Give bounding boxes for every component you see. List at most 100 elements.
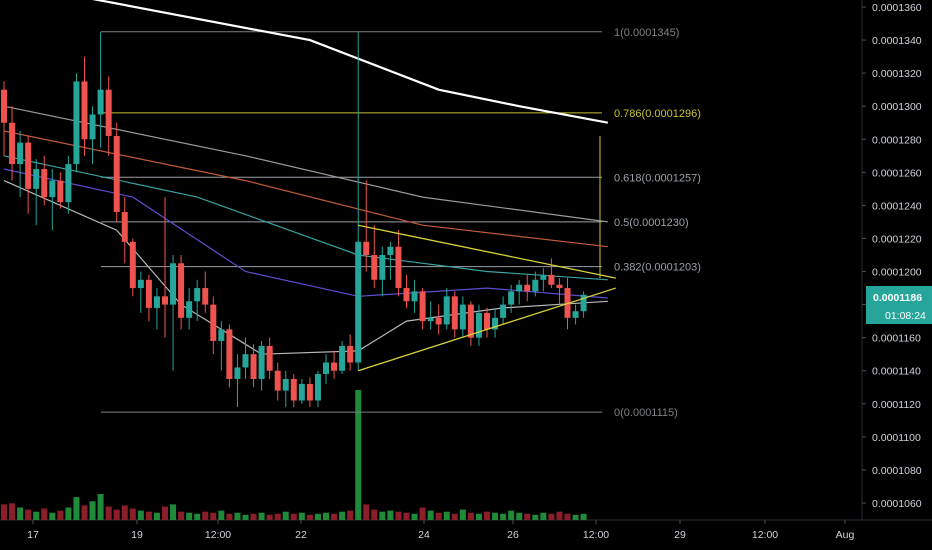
volume-bar: [548, 513, 555, 520]
volume-bar: [403, 512, 410, 520]
moving-average-line: [92, 0, 609, 124]
candle-body: [33, 169, 40, 189]
candle-body: [170, 263, 177, 305]
candle-body: [524, 284, 531, 292]
volume-bar: [427, 510, 434, 520]
volume-bar: [572, 514, 579, 520]
moving-average-line: [3, 168, 608, 299]
volume-bar: [81, 505, 88, 520]
volume-bar: [459, 509, 466, 520]
candle-body: [443, 296, 450, 325]
candle-body: [202, 288, 209, 305]
candle-body: [226, 329, 233, 379]
candle-body: [9, 122, 16, 165]
volume-bar: [274, 513, 281, 520]
time-axis[interactable]: 17 19 12:00 22 24 26 12:00 29 12:00 Aug: [27, 520, 854, 541]
candle-body: [298, 383, 305, 401]
volume-bar: [202, 511, 209, 520]
countdown-box: [866, 305, 932, 324]
price-tick-label: 0.0001280: [872, 134, 922, 146]
price-tick-label: 0.0001160: [872, 333, 921, 345]
time-tick-label: Aug: [836, 529, 855, 541]
moving-average-line: [3, 105, 608, 223]
current-price-label: 0.0001186 01:08:24: [866, 286, 932, 324]
volume-bar: [97, 494, 104, 520]
candle-body: [387, 246, 394, 255]
candle-body: [379, 255, 386, 280]
time-tick-label: 12:00: [583, 529, 609, 541]
time-tick-label: 12:00: [205, 529, 231, 541]
price-tick-label: 0.0001260: [872, 167, 922, 179]
candle-body: [290, 379, 297, 401]
candle-body: [210, 304, 217, 341]
volume-bar: [556, 511, 563, 520]
volume-bar: [162, 506, 168, 520]
volume-bar: [371, 509, 378, 520]
volume-bar: [41, 508, 48, 520]
candle-body: [1, 89, 7, 123]
current-price-box: [866, 286, 932, 307]
volume-bar: [73, 497, 80, 520]
volume-bar: [355, 390, 362, 520]
triangle-pattern[interactable]: [358, 224, 616, 372]
volume-bar: [395, 511, 402, 520]
candle-body: [218, 329, 225, 341]
trendline[interactable]: [358, 224, 616, 279]
price-tick-label: 0.0001200: [872, 267, 922, 279]
candle-body: [371, 255, 378, 280]
candle-body: [580, 294, 587, 312]
candle-body: [137, 279, 144, 289]
volume-bar: [17, 507, 24, 520]
candle-body: [419, 291, 426, 322]
volume-bar: [242, 514, 249, 520]
volume-bar: [516, 512, 523, 520]
trendline[interactable]: [358, 287, 616, 372]
candle-body: [339, 345, 346, 371]
volume-bar: [484, 511, 490, 520]
candle-body: [105, 89, 112, 136]
volume-bar: [419, 507, 426, 520]
volume-bar: [290, 513, 297, 520]
candle-body: [403, 288, 410, 302]
candle-body: [250, 354, 257, 379]
candle-body: [540, 274, 547, 280]
candle-body: [57, 180, 64, 203]
candle-body: [186, 301, 193, 318]
volume-bar: [266, 514, 273, 520]
price-tick-label: 0.0001100: [872, 432, 921, 444]
volume-bar: [33, 511, 40, 520]
volume-bar: [153, 512, 160, 520]
volume-bar: [306, 514, 313, 520]
candle-body: [282, 379, 289, 391]
volume-bar: [178, 511, 185, 520]
candle-body: [258, 345, 265, 379]
candle-body: [508, 291, 515, 305]
volume-bar: [508, 510, 515, 520]
fibonacci-retracement[interactable]: 1(0.0001345) 0.786(0.0001296) 0.618(0.0001…: [101, 27, 701, 419]
price-tick-label: 0.0001240: [872, 200, 922, 212]
price-tick-label: 0.0001220: [872, 233, 922, 245]
volume-bar: [524, 513, 531, 520]
volume-bar: [331, 513, 338, 520]
candle-body: [411, 291, 418, 302]
volume-bar: [89, 501, 96, 520]
price-tick-label: 0.0001320: [872, 68, 922, 80]
candle-body: [516, 284, 523, 292]
candle-body: [435, 317, 442, 325]
candle-body: [145, 279, 152, 308]
volume-bar: [379, 511, 386, 520]
candle-body: [306, 383, 313, 401]
candle-body: [484, 312, 490, 330]
volume-bar: [475, 513, 482, 520]
time-tick-label: 19: [131, 529, 143, 541]
volume-bar: [170, 504, 177, 520]
fib-level-label: 0.5(0.0001230): [614, 217, 689, 229]
fib-level-label: 1(0.0001345): [614, 27, 679, 39]
candle-body: [451, 296, 458, 330]
volume-bar: [363, 504, 370, 520]
candle-body: [500, 304, 507, 318]
candle-body: [153, 296, 160, 308]
volume-bar: [234, 512, 241, 520]
